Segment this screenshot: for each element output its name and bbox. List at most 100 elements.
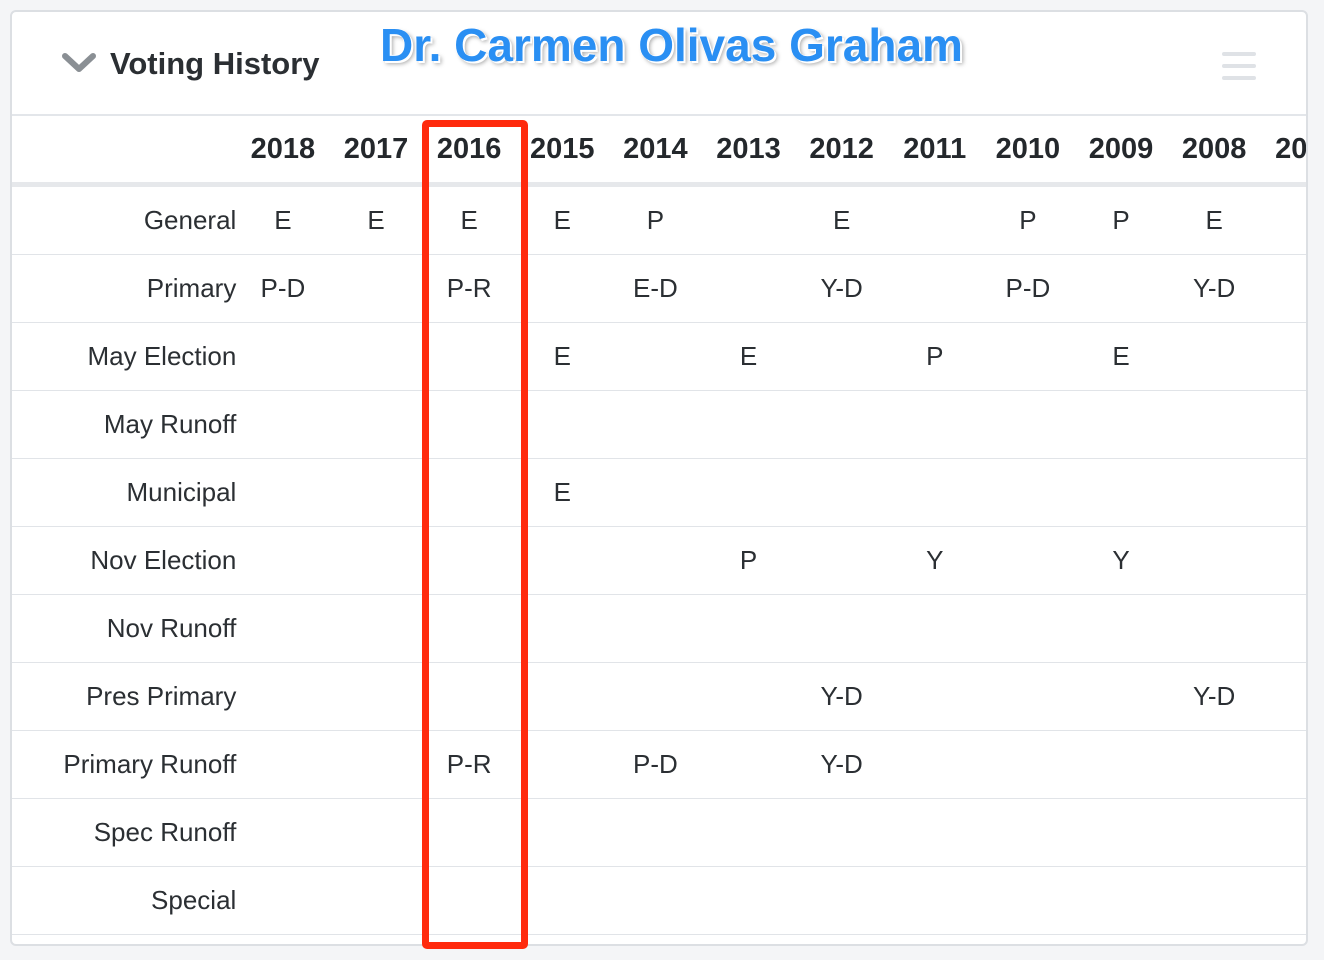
vote-cell xyxy=(795,798,889,867)
table-row: May Election E E P E xyxy=(12,322,1306,391)
table-row: Pres Primary Y-D Y-D xyxy=(12,662,1306,731)
vote-cell: P-D xyxy=(981,254,1075,323)
election-type-label: Primary Runoff xyxy=(12,730,237,799)
table-row: Nov Election P Y Y xyxy=(12,526,1306,595)
vote-cell: E xyxy=(329,184,423,255)
voter-name-annotation: Dr. Carmen Olivas Graham xyxy=(380,19,963,71)
hamburger-menu-icon[interactable] xyxy=(1222,52,1256,82)
vote-cell xyxy=(515,798,609,867)
vote-cell xyxy=(888,458,982,527)
election-type-label: Pres Primary xyxy=(12,662,237,731)
vote-cell xyxy=(1260,390,1306,459)
vote-cell xyxy=(515,526,609,595)
vote-cell xyxy=(1074,390,1168,459)
election-type-label: May Election xyxy=(12,322,237,391)
year-header[interactable]: 2009 xyxy=(1074,116,1168,187)
vote-cell: P-D xyxy=(236,254,330,323)
vote-cell xyxy=(888,730,982,799)
vote-cell xyxy=(329,390,423,459)
vote-cell xyxy=(236,526,330,595)
vote-cell xyxy=(1074,730,1168,799)
vote-cell: E xyxy=(515,458,609,527)
vote-cell xyxy=(422,662,516,731)
vote-cell: Y xyxy=(1074,526,1168,595)
vote-cell xyxy=(236,730,330,799)
vote-cell xyxy=(1260,458,1306,527)
vote-cell: Y-D xyxy=(1167,254,1261,323)
vote-cell xyxy=(422,594,516,663)
vote-cell: E xyxy=(515,322,609,391)
vote-cell xyxy=(608,866,702,935)
table-row: Special xyxy=(12,866,1306,935)
table-row: Municipal E xyxy=(12,458,1306,527)
vote-cell xyxy=(1167,866,1261,935)
vote-cell: Y-D xyxy=(1167,662,1261,731)
vote-cell xyxy=(515,662,609,731)
header-corner xyxy=(12,116,237,187)
vote-cell xyxy=(701,390,796,459)
year-header[interactable]: 2013 xyxy=(701,116,796,187)
year-header[interactable]: 2010 xyxy=(981,116,1075,187)
vote-cell xyxy=(701,594,796,663)
vote-cell xyxy=(981,662,1075,731)
election-type-label: May Runoff xyxy=(12,390,237,459)
vote-cell xyxy=(1260,730,1306,799)
vote-cell xyxy=(1167,730,1261,799)
vote-cell: E-D xyxy=(608,254,702,323)
vote-cell xyxy=(888,798,982,867)
year-header[interactable]: 2012 xyxy=(795,116,889,187)
vote-cell: P xyxy=(888,322,982,391)
vote-cell xyxy=(608,526,702,595)
vote-cell xyxy=(1260,798,1306,867)
election-type-label: Primary xyxy=(12,254,237,323)
vote-cell xyxy=(981,594,1075,663)
voting-history-table-scroll[interactable]: 2018 2017 2016 2015 2014 2013 2012 2011 2010 2009… xyxy=(12,116,1306,944)
vote-cell xyxy=(701,254,796,323)
table-row: Primary Runoff P-R P-D Y-D xyxy=(12,730,1306,799)
vote-cell: E xyxy=(422,184,516,255)
year-header[interactable]: 2011 xyxy=(888,116,982,187)
vote-cell xyxy=(981,866,1075,935)
vote-cell: E xyxy=(701,322,796,391)
year-header[interactable]: 2015 xyxy=(515,116,609,187)
year-header[interactable]: 2014 xyxy=(608,116,702,187)
vote-cell xyxy=(981,390,1075,459)
vote-cell xyxy=(795,390,889,459)
vote-cell xyxy=(608,322,702,391)
election-type-label: Nov Runoff xyxy=(12,594,237,663)
vote-cell xyxy=(981,798,1075,867)
vote-cell xyxy=(701,730,796,799)
voting-history-table: 2018 2017 2016 2015 2014 2013 2012 2011 2010 2009… xyxy=(12,116,1306,935)
vote-cell xyxy=(608,662,702,731)
vote-cell xyxy=(888,594,982,663)
vote-cell xyxy=(1074,798,1168,867)
vote-cell: P xyxy=(701,526,796,595)
vote-cell xyxy=(1167,390,1261,459)
vote-cell xyxy=(888,254,982,323)
year-header[interactable]: 2007 xyxy=(1260,116,1306,187)
vote-cell xyxy=(701,184,796,255)
election-type-label: Spec Runoff xyxy=(12,798,237,867)
year-header[interactable]: 2017 xyxy=(329,116,423,187)
vote-cell xyxy=(701,798,796,867)
vote-cell xyxy=(422,798,516,867)
year-header[interactable]: 2016 xyxy=(422,116,516,187)
vote-cell xyxy=(888,184,982,255)
vote-cell: Y-D xyxy=(795,662,889,731)
vote-cell xyxy=(981,458,1075,527)
vote-cell xyxy=(981,322,1075,391)
vote-cell xyxy=(795,322,889,391)
vote-cell xyxy=(515,866,609,935)
vote-cell xyxy=(795,594,889,663)
vote-cell xyxy=(795,526,889,595)
vote-cell xyxy=(1167,526,1261,595)
vote-cell xyxy=(888,390,982,459)
year-header[interactable]: 2018 xyxy=(236,116,330,187)
vote-cell xyxy=(1260,662,1306,731)
chevron-down-icon[interactable] xyxy=(62,52,96,74)
year-header[interactable]: 2008 xyxy=(1167,116,1261,187)
vote-cell xyxy=(608,594,702,663)
vote-cell xyxy=(236,458,330,527)
vote-cell xyxy=(422,390,516,459)
vote-cell xyxy=(1074,594,1168,663)
